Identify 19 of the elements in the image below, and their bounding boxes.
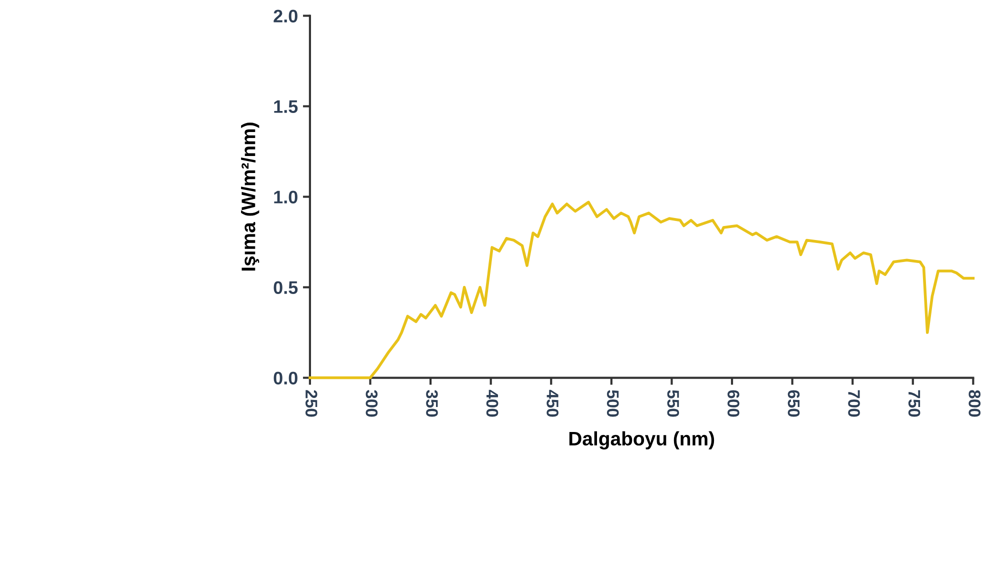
x-tick-label: 500 [606, 390, 619, 417]
x-tick-label: 450 [546, 390, 558, 417]
x-tick-label: 600 [728, 390, 740, 417]
y-tick-label: 1.0 [274, 190, 298, 204]
x-tick-label: 250 [305, 390, 318, 417]
x-tick-label: 800 [968, 390, 981, 417]
y-tick-label: 0.0 [274, 372, 298, 384]
x-tick-label: 400 [486, 390, 498, 417]
x-axis-title: Dalgaboyu (nm) [569, 431, 714, 450]
x-tick-label: 700 [848, 390, 860, 417]
x-tick-label: 750 [908, 390, 920, 417]
y-tick-label: 2.0 [274, 10, 298, 22]
y-tick-label: 0.5 [274, 281, 298, 294]
x-tick-label: 550 [667, 390, 680, 417]
x-tick-label: 350 [426, 390, 438, 417]
y-axis-title: Işıma (W/m²/nm) [241, 122, 260, 271]
x-tick-label: 300 [366, 390, 378, 417]
x-tick-label: 650 [788, 390, 800, 417]
y-tick-label: 1.5 [274, 100, 298, 113]
